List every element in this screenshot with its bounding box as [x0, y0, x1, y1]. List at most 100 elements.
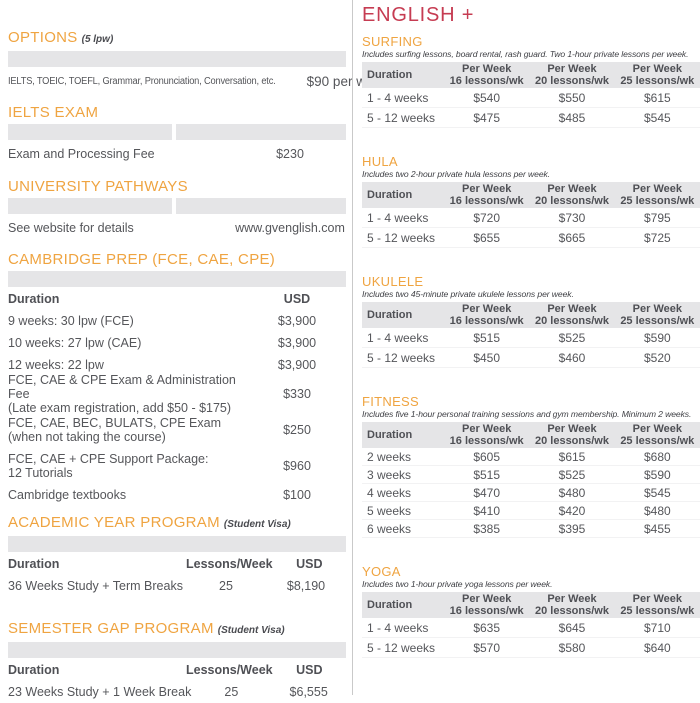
table-row: Exam and Processing Fee $230 — [8, 140, 346, 168]
column-header: Per Week 16 lessons/wk — [444, 593, 529, 617]
row-value: $3,900 — [277, 336, 317, 350]
column-header-line1: Per Week — [632, 303, 682, 315]
row-value: $230 — [276, 147, 304, 161]
section-heading: OPTIONS (5 lpw) — [8, 30, 346, 47]
row-label: 12 weeks: 22 lpw — [8, 358, 104, 372]
column-header-line1: Per Week — [462, 63, 512, 75]
section-title: FITNESS — [362, 394, 419, 409]
row-value: $250 — [283, 423, 311, 437]
price-cell: $710 — [643, 620, 671, 635]
column-header-line2: 16 lessons/wk — [449, 75, 524, 87]
column-header-line2: 20 lessons/wk — [534, 195, 609, 207]
price-cell: $645 — [558, 620, 586, 635]
duration-cell: 1 - 4 weeks — [367, 210, 429, 225]
section-title-note: (Student Visa) — [223, 519, 291, 530]
price-cell: $385 — [473, 521, 501, 536]
section-hula: HULA Includes two 2-hour private hula les… — [362, 155, 700, 248]
section-title-note: (Student Visa) — [217, 625, 285, 636]
english-plus-title: ENGLISH + — [362, 4, 475, 26]
price-cell: $795 — [643, 210, 671, 225]
header-bar-segment — [176, 124, 346, 140]
section-cambridge-prep: CAMBRIDGE PREP (FCE, CAE, CPE) Duration US… — [8, 252, 346, 506]
table-header-row: Duration Per Week 16 lessons/wk Per Week 20 … — [362, 592, 700, 618]
table-row: FCE, CAE + CPE Support Package: 12 Tutori… — [8, 448, 346, 484]
table-row: 5 weeks $410 $420 $480 — [362, 502, 700, 520]
column-header: Duration — [8, 662, 60, 677]
section-heading: CAMBRIDGE PREP (FCE, CAE, CPE) — [8, 252, 346, 267]
duration-cell: 5 - 12 weeks — [367, 110, 436, 125]
website-link[interactable]: www.gvenglish.com — [235, 221, 345, 235]
duration-cell: 3 weeks — [367, 467, 412, 482]
table-row: 9 weeks: 30 lpw (FCE) $3,900 — [8, 310, 346, 332]
section-title: YOGA — [362, 564, 401, 579]
table-header-bar — [8, 271, 346, 287]
price-cell: $460 — [558, 350, 586, 365]
table-header-bar — [8, 642, 346, 658]
column-header-line1: Per Week — [462, 593, 512, 605]
column-header-line2: 25 lessons/wk — [620, 75, 695, 87]
price-cell: $420 — [558, 503, 586, 518]
column-header-line1: Per Week — [462, 183, 512, 195]
section-heading: SEMESTER GAP PROGRAM (Student Visa) — [8, 621, 346, 638]
table-row: 5 - 12 weeks $475 $485 $545 — [362, 108, 700, 128]
section-description: Includes two 2-hour private hula lessons… — [362, 169, 550, 179]
price-cell: $635 — [473, 620, 501, 635]
row-value: $3,900 — [277, 314, 317, 328]
row-label: 23 Weeks Study + 1 Week Break — [8, 685, 192, 699]
column-header-line1: Per Week — [462, 423, 512, 435]
price-cell: $525 — [558, 330, 586, 345]
section-ielts-exam: IELTS EXAM Exam and Processing Fee $230 — [8, 105, 346, 168]
row-label: 9 weeks: 30 lpw (FCE) — [8, 314, 134, 328]
row-value: $960 — [283, 459, 311, 473]
price-cell: $475 — [473, 110, 501, 125]
duration-cell: 1 - 4 weeks — [367, 90, 429, 105]
price-cell: $540 — [473, 90, 501, 105]
table-header-row: Duration Lessons/Week USD — [8, 658, 346, 681]
column-header-line2: 25 lessons/wk — [620, 315, 695, 327]
column-header-line2: 16 lessons/wk — [449, 315, 524, 327]
row-label-line: 12 Tutorials — [8, 466, 73, 480]
row-label: 36 Weeks Study + Term Breaks — [8, 579, 183, 593]
column-header: Per Week 20 lessons/wk — [529, 303, 614, 327]
header-bar-segment — [8, 51, 346, 67]
section-university-pathways: UNIVERSITY PATHWAYS See website for detai… — [8, 179, 346, 242]
row-label: FCE, CAE + CPE Support Package: 12 Tutori… — [8, 452, 248, 480]
row-value: $6,555 — [289, 685, 328, 699]
header-bar-segment — [8, 271, 346, 287]
section-title: SURFING — [362, 34, 423, 49]
header-bar-segment — [8, 124, 172, 140]
header-bar-segment — [176, 198, 346, 214]
row-value: 25 — [219, 579, 233, 593]
section-fitness: FITNESS Includes five 1-hour personal tra… — [362, 395, 700, 538]
price-cell: $450 — [473, 350, 501, 365]
row-label: 10 weeks: 27 lpw (CAE) — [8, 336, 142, 350]
price-cell: $410 — [473, 503, 501, 518]
row-value: $330 — [283, 387, 311, 401]
table-header-row: Duration Lessons/Week USD — [8, 552, 346, 575]
column-header-line2: 16 lessons/wk — [449, 195, 524, 207]
row-label-line: FCE, CAE, BEC, BULATS, CPE Exam — [8, 416, 222, 430]
column-header: Per Week 20 lessons/wk — [529, 593, 614, 617]
header-bar-segment — [8, 536, 346, 552]
duration-cell: 5 - 12 weeks — [367, 350, 436, 365]
column-header-line2: 20 lessons/wk — [534, 75, 609, 87]
table-row: 5 - 12 weeks $570 $580 $640 — [362, 638, 700, 658]
table-header-row: Duration Per Week 16 lessons/wk Per Week 20 … — [362, 302, 700, 328]
column-header: USD — [296, 556, 323, 571]
section-title: SEMESTER GAP PROGRAM — [8, 620, 214, 637]
section-heading: ACADEMIC YEAR PROGRAM (Student Visa) — [8, 515, 346, 532]
column-header-line1: Per Week — [632, 63, 682, 75]
left-column: OPTIONS (5 lpw) IELTS, TOEIC, TOEFL, Gramm… — [8, 0, 388, 703]
section-description: Includes five 1-hour personal training s… — [362, 409, 692, 419]
table-row: 5 - 12 weeks $655 $665 $725 — [362, 228, 700, 248]
column-header: Per Week 25 lessons/wk — [615, 183, 700, 207]
section-yoga: YOGA Includes two 1-hour private yoga les… — [362, 565, 700, 658]
price-cell: $525 — [558, 467, 586, 482]
price-cell: $680 — [643, 449, 671, 464]
table-header-bar — [8, 198, 346, 214]
table-header-row: Duration Per Week 16 lessons/wk Per Week 20 … — [362, 422, 700, 448]
column-header-line2: 20 lessons/wk — [534, 315, 609, 327]
column-header-line2: 20 lessons/wk — [534, 435, 609, 447]
price-cell: $520 — [643, 350, 671, 365]
duration-cell: 5 - 12 weeks — [367, 230, 436, 245]
